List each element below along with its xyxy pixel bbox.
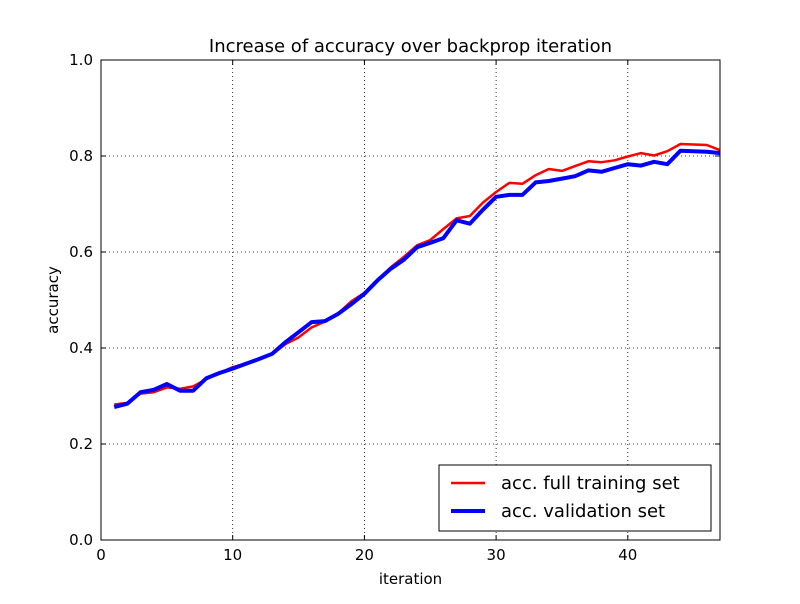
x-tick-label: 10 bbox=[223, 546, 242, 564]
y-tick-label: 0.0 bbox=[69, 531, 93, 549]
y-tick-label: 1.0 bbox=[69, 51, 93, 69]
x-tick-label: 20 bbox=[355, 546, 374, 564]
y-tick-label: 0.8 bbox=[69, 147, 93, 165]
y-tick-label: 0.4 bbox=[69, 339, 93, 357]
legend-entry-label: acc. validation set bbox=[501, 501, 665, 522]
axis-ticks: 0 10 20 30 40 0.0 0.2 0.4 0.6 0.8 1.0 bbox=[69, 51, 720, 564]
legend-box bbox=[438, 464, 712, 532]
legend: acc. full training set acc. validation se… bbox=[438, 464, 712, 532]
y-tick-label: 0.2 bbox=[69, 435, 93, 453]
plot-frame bbox=[100, 59, 721, 541]
y-tick-label: 0.6 bbox=[69, 243, 93, 261]
series-line-validation bbox=[113, 148, 721, 409]
series-lines bbox=[113, 142, 721, 409]
x-tick-label: 0 bbox=[96, 546, 106, 564]
legend-entry-label: acc. full training set bbox=[501, 473, 680, 494]
y-axis-label: accuracy bbox=[44, 266, 62, 334]
x-tick-label: 30 bbox=[487, 546, 506, 564]
series-line-training bbox=[114, 142, 721, 406]
x-axis-label: iteration bbox=[379, 570, 442, 588]
x-tick-label: 40 bbox=[618, 546, 637, 564]
chart-title: Increase of accuracy over backprop itera… bbox=[209, 36, 612, 57]
